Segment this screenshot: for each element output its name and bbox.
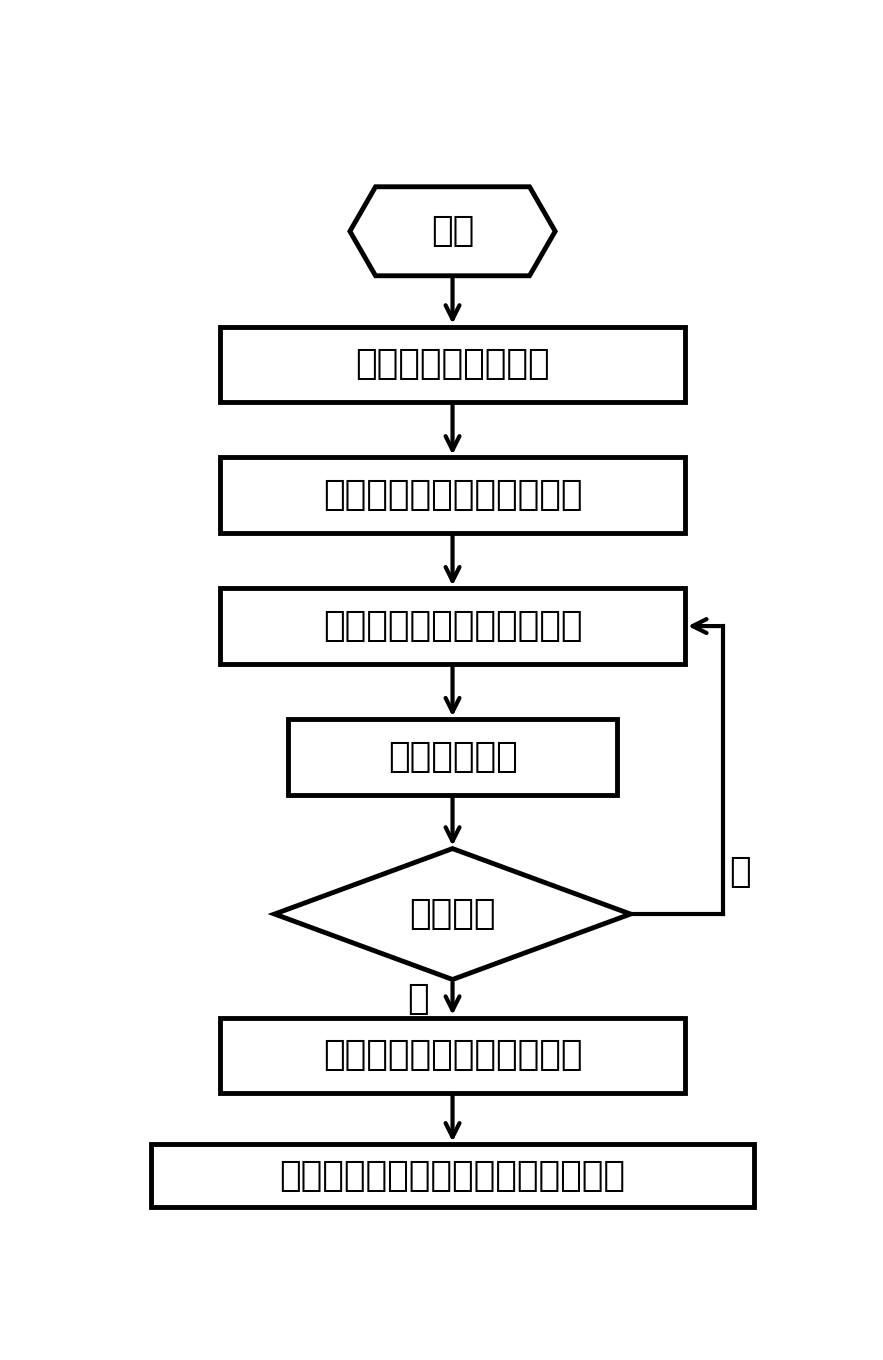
- Text: 评价阀片耗受多重雷电流冲击的能力: 评价阀片耗受多重雷电流冲击的能力: [280, 1159, 625, 1193]
- Text: 开始: 开始: [431, 215, 474, 249]
- Text: 否: 否: [729, 855, 751, 889]
- Bar: [289, 719, 616, 794]
- Bar: [220, 457, 685, 533]
- Bar: [152, 1144, 754, 1208]
- Text: 记录试验过程: 记录试验过程: [388, 740, 517, 774]
- Polygon shape: [350, 186, 555, 276]
- Polygon shape: [275, 849, 630, 979]
- Bar: [220, 326, 685, 403]
- Text: 测量试验后阀片的各项性能: 测量试验后阀片的各项性能: [323, 1039, 582, 1073]
- Bar: [220, 589, 685, 664]
- Text: 选择阀片，记录环境: 选择阀片，记录环境: [355, 347, 550, 381]
- Text: 记录试验前阀片的各项性能: 记录试验前阀片的各项性能: [323, 479, 582, 513]
- Bar: [220, 1017, 685, 1093]
- Text: 确定施加多重雷电流的参数: 确定施加多重雷电流的参数: [323, 609, 582, 643]
- Text: 停止试验: 停止试验: [410, 898, 495, 932]
- Text: 是: 是: [408, 982, 429, 1016]
